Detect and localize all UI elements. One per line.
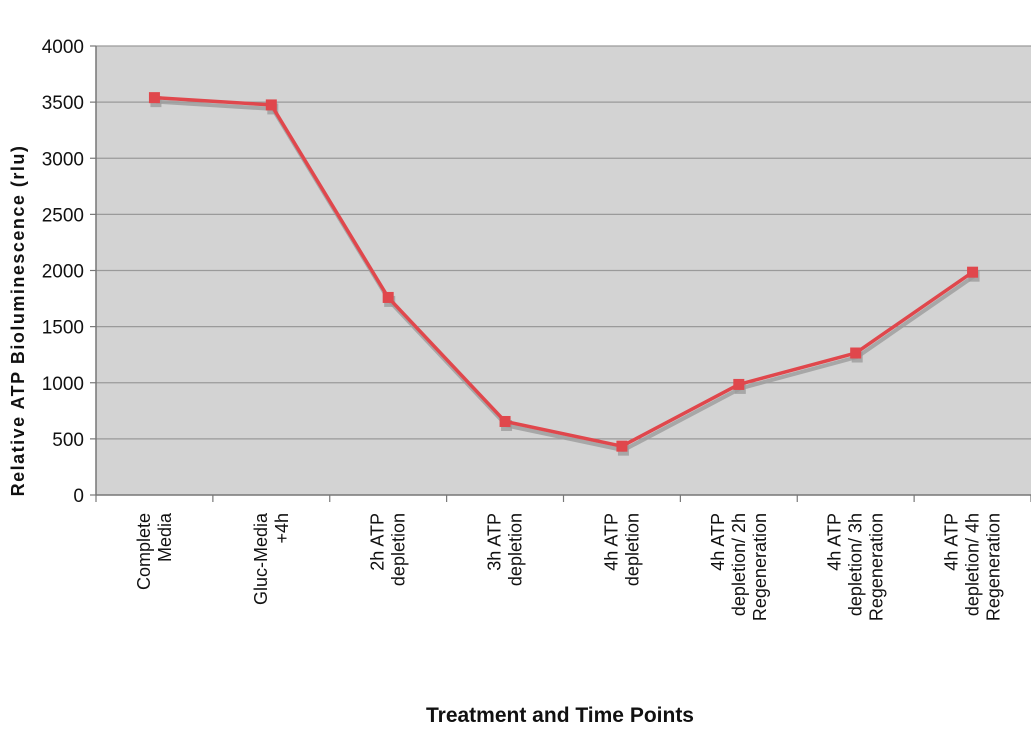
data-point — [148, 92, 160, 104]
series-group — [148, 92, 980, 456]
x-tick-label: 4h ATP depletion/ 2h Regeneration — [708, 513, 770, 621]
x-tick-label-line: Regeneration — [750, 513, 770, 621]
x-tick-label-line: Media — [155, 512, 175, 562]
x-tick-label-line: depletion/ 3h — [846, 513, 866, 616]
y-tick-label: 4000 — [42, 37, 84, 58]
x-tick-labels: Complete Media Gluc-Media +4h 2h ATP depletio… — [134, 512, 1004, 621]
x-tick-label-line: depletion/ 2h — [729, 513, 749, 616]
x-tick-label-line: Gluc-Media — [251, 512, 271, 605]
data-point — [616, 440, 628, 452]
x-tick-label: 2h ATP depletion — [368, 513, 409, 586]
x-axis-label: Treatment and Time Points — [426, 704, 694, 727]
x-tick-label: 4h ATP depletion/ 3h Regeneration — [825, 513, 887, 621]
y-tick-label: 2500 — [42, 205, 84, 226]
x-tick-label-line: 4h ATP — [825, 513, 845, 571]
y-tick-label: 3000 — [42, 149, 84, 170]
x-tick-label-line: depletion — [389, 513, 409, 586]
y-tick-label: 2000 — [42, 262, 84, 283]
y-tick-label: 1000 — [42, 374, 84, 395]
data-point — [382, 291, 394, 303]
y-axis-label: Relative ATP Bioluminescence (rlu) — [8, 145, 28, 497]
x-tick-label-line: depletion — [506, 513, 526, 586]
y-tick-label: 0 — [73, 486, 84, 507]
axes — [90, 45, 1031, 502]
x-tick-label: 4h ATP depletion/ 4h Regeneration — [942, 513, 1004, 621]
y-tick-label: 1500 — [42, 318, 84, 339]
x-tick-label-line: 4h ATP — [942, 513, 962, 571]
data-point — [265, 99, 277, 111]
x-tick-label-line: 2h ATP — [368, 513, 388, 571]
x-tick-label: Gluc-Media +4h — [251, 512, 292, 605]
x-tick-label-line: 4h ATP — [601, 513, 621, 571]
gridlines — [96, 45, 1031, 440]
x-tick-label-line: depletion/ 4h — [963, 513, 983, 616]
x-tick-label-line: depletion — [622, 513, 642, 586]
x-tick-label-line: 4h ATP — [708, 513, 728, 571]
x-tick-label-line: Regeneration — [867, 513, 887, 621]
data-point — [967, 266, 979, 278]
x-tick-label: 3h ATP depletion — [485, 513, 526, 586]
y-tick-label: 3500 — [42, 93, 84, 114]
x-tick-label-line: Regeneration — [984, 513, 1004, 621]
x-tick-label: 4h ATP depletion — [601, 513, 642, 586]
x-tick-label: Complete Media — [134, 512, 175, 590]
data-point — [850, 347, 862, 359]
x-tick-label-line: 3h ATP — [485, 513, 505, 571]
y-tick-label: 500 — [52, 430, 84, 451]
x-tick-label-line: +4h — [272, 513, 292, 544]
data-point — [733, 378, 745, 390]
series-line — [154, 95, 974, 448]
y-tick-labels: 0 500 1000 1500 2000 2500 3000 3500 4000 — [42, 37, 84, 507]
x-tick-label-line: Complete — [134, 513, 154, 590]
data-point — [499, 415, 511, 427]
